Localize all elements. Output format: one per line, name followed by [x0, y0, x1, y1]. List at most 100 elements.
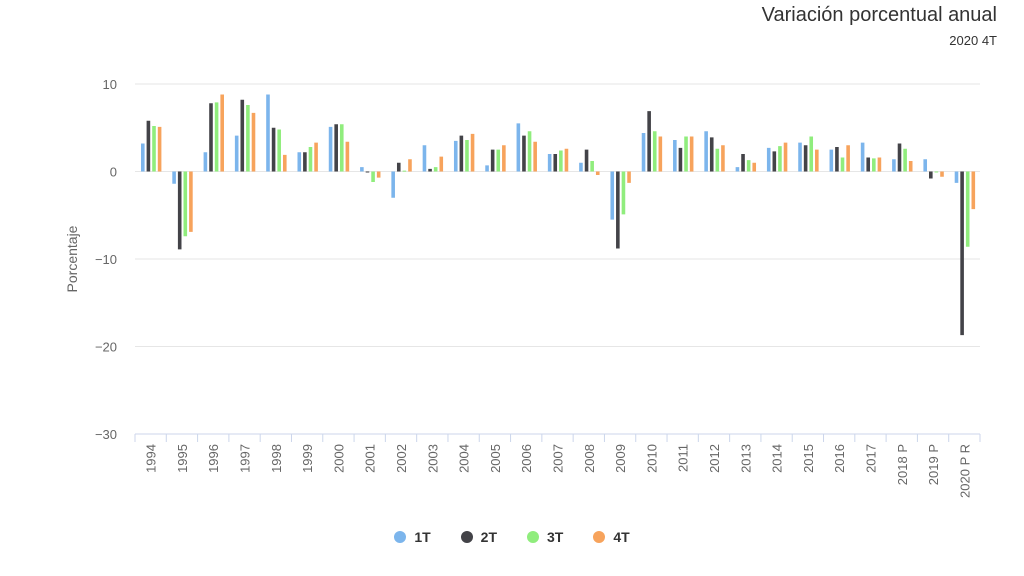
y-tick-label: 0 — [110, 165, 117, 180]
bar-3T-2015 — [809, 136, 814, 172]
chart-title: Variación porcentual anual — [761, 4, 997, 26]
bar-4T-2006 — [533, 141, 537, 172]
legend-marker-icon — [394, 531, 407, 543]
bar-2T-2005 — [490, 149, 495, 172]
x-tick-label: 1997 — [238, 444, 253, 473]
bar-4T-2007 — [564, 148, 569, 172]
bar-4T-2016 — [846, 145, 850, 172]
bar-4T-1999 — [314, 142, 318, 172]
bar-3T-2011 — [684, 136, 688, 172]
legend-label: 1T — [414, 529, 431, 545]
x-tick-label: 2012 — [707, 444, 722, 473]
bar-2T-2009 — [616, 171, 620, 249]
bar-2T-2007 — [553, 154, 558, 172]
x-tick-label: 2011 — [676, 444, 691, 472]
bar-1T-2006 — [516, 123, 521, 172]
bar-3T-1998 — [277, 129, 281, 172]
bar-2T-1999 — [303, 152, 307, 172]
bar-3T-2014 — [778, 146, 782, 172]
legend-item-3T[interactable]: 3T — [527, 529, 563, 545]
bar-3T-2019-P — [934, 171, 939, 173]
bar-4T-2014 — [783, 142, 788, 172]
x-tick-label: 2005 — [488, 444, 503, 473]
x-tick-label: 2015 — [801, 444, 816, 473]
bar-4T-1996 — [220, 94, 224, 172]
bar-2T-1995 — [177, 171, 182, 250]
bar-2T-1994 — [146, 120, 151, 172]
bar-1T-2010 — [641, 133, 646, 172]
x-tick-label: 2007 — [551, 444, 566, 473]
x-tick-label: 2016 — [832, 444, 847, 473]
x-tick-label: 2019 P — [926, 444, 941, 485]
bar-2T-2011 — [678, 147, 683, 172]
legend-item-4T[interactable]: 4T — [593, 529, 630, 545]
legend-label: 2T — [480, 529, 497, 545]
bar-1T-2015 — [798, 142, 802, 172]
bar-1T-2012 — [704, 131, 708, 172]
bar-4T-2000 — [345, 141, 350, 172]
bar-4T-2008 — [595, 171, 600, 175]
bar-3T-1999 — [308, 147, 313, 172]
bar-2T-2019-P — [929, 171, 933, 179]
bar-2T-2017 — [866, 157, 871, 172]
bar-1T-2017 — [860, 142, 865, 172]
bar-2T-2018-P — [897, 143, 902, 172]
legend-label: 4T — [613, 529, 630, 545]
bar-1T-2003 — [422, 145, 427, 172]
bar-3T-2010 — [652, 131, 657, 172]
y-tick-label: 10 — [103, 77, 117, 92]
x-tick-label: 2003 — [425, 444, 440, 473]
bar-1T-2002 — [391, 171, 395, 198]
x-tick-label: 2020 P R — [957, 444, 972, 498]
bar-4T-2004 — [470, 133, 475, 172]
bar-1T-2008 — [579, 162, 583, 172]
bar-2T-2006 — [522, 135, 526, 172]
bar-4T-2020-P-R — [971, 171, 976, 210]
legend-item-1T[interactable]: 1T — [394, 529, 431, 545]
bar-1T-1998 — [266, 94, 270, 172]
x-tick-label: 2009 — [613, 444, 628, 473]
bar-2T-2014 — [772, 151, 777, 172]
bar-4T-2003 — [439, 156, 444, 172]
chart-subtitle: 2020 4T — [949, 33, 997, 48]
bar-1T-2014 — [766, 147, 771, 172]
bar-2T-2008 — [584, 149, 589, 172]
bar-1T-2019-P — [923, 159, 928, 172]
bar-4T-2015 — [815, 149, 819, 172]
bar-2T-1996 — [209, 103, 213, 172]
bar-3T-2002 — [402, 170, 407, 172]
legend-marker-icon — [460, 531, 473, 543]
x-tick-label: 2002 — [394, 444, 409, 473]
bar-1T-2007 — [547, 154, 552, 172]
x-tick-label: 2001 — [363, 444, 378, 473]
bar-4T-2011 — [689, 136, 694, 172]
bar-2T-2013 — [741, 154, 745, 172]
bar-2T-1997 — [240, 99, 245, 172]
x-tick-label: 2008 — [582, 444, 597, 473]
bar-3T-2013 — [746, 160, 751, 172]
bar-1T-2016 — [829, 149, 834, 172]
bar-1T-1996 — [203, 152, 208, 172]
legend: 1T 2T 3T 4T — [0, 529, 1024, 545]
bar-1T-2004 — [453, 140, 458, 172]
y-tick-label: −30 — [95, 427, 117, 442]
bar-3T-2009 — [621, 171, 626, 215]
bar-1T-2001 — [360, 167, 364, 172]
x-tick-label: 1994 — [144, 444, 159, 473]
bar-3T-2004 — [465, 140, 469, 172]
bar-1T-1994 — [141, 143, 145, 172]
bar-3T-2003 — [433, 167, 438, 172]
legend-marker-icon — [593, 531, 606, 543]
y-axis-label: Porcentaje — [64, 225, 80, 292]
bar-3T-2018-P — [903, 148, 907, 172]
x-tick-label: 2004 — [457, 444, 472, 473]
legend-item-2T[interactable]: 2T — [460, 529, 497, 545]
bar-3T-2005 — [496, 149, 501, 172]
bar-2T-2016 — [835, 147, 839, 172]
bar-4T-2010 — [658, 136, 663, 172]
bar-1T-2009 — [610, 171, 615, 220]
bar-3T-1997 — [246, 105, 250, 172]
legend-label: 3T — [547, 529, 564, 545]
x-tick-label: 2017 — [863, 444, 878, 473]
